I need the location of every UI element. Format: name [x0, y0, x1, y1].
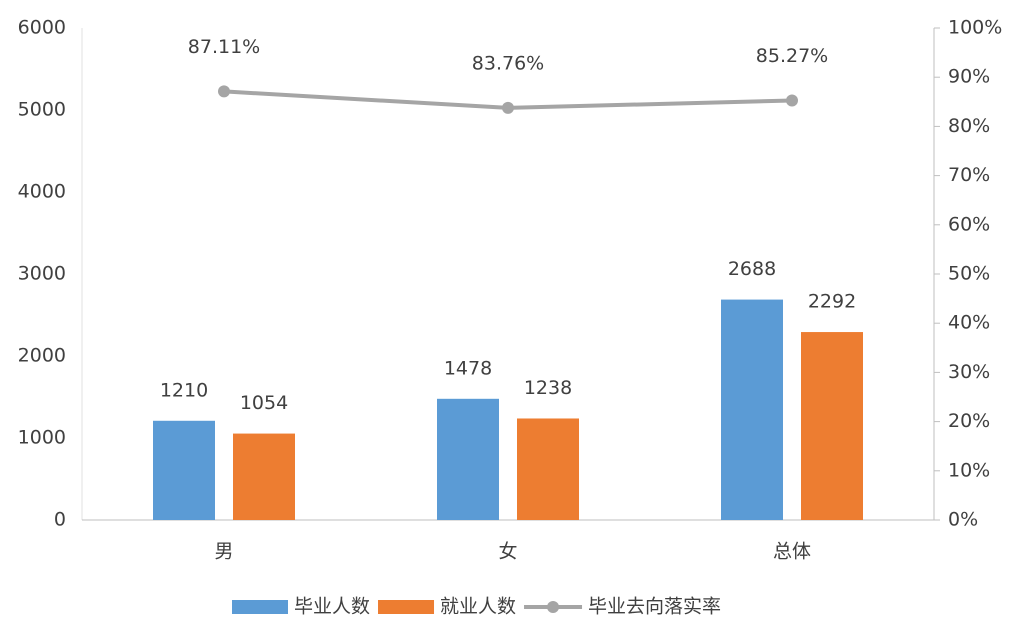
y-tick-label: 6000 [18, 17, 66, 39]
y2-tick-label: 20% [948, 410, 990, 432]
x-tick-label: 男 [214, 541, 233, 563]
y2-tick-label: 60% [948, 213, 990, 235]
legend-label: 毕业去向落实率 [588, 596, 721, 618]
y-tick-label: 4000 [18, 181, 66, 203]
y2-tick-label: 50% [948, 263, 990, 285]
bar-value-label: 1478 [444, 357, 492, 379]
bar-value-label: 2292 [808, 291, 856, 313]
y-tick-label: 5000 [18, 99, 66, 121]
bar [801, 332, 863, 520]
bar [153, 420, 215, 520]
line-value-label: 85.27% [756, 45, 828, 67]
y2-tick-label: 30% [948, 361, 990, 383]
x-tick-label: 女 [498, 541, 517, 563]
bar-value-label: 1238 [524, 377, 572, 399]
legend-label: 毕业人数 [294, 596, 370, 618]
legend-label: 就业人数 [440, 596, 516, 618]
line-marker [502, 101, 514, 114]
y2-tick-label: 40% [948, 312, 990, 334]
y2-tick-label: 70% [948, 164, 990, 186]
legend-swatch [232, 600, 288, 614]
x-tick-label: 总体 [773, 541, 811, 563]
bar-value-label: 2688 [728, 258, 776, 280]
bar [517, 418, 579, 520]
y2-tick-label: 80% [948, 115, 990, 137]
y2-tick-label: 90% [948, 66, 990, 88]
y-tick-label: 3000 [18, 263, 66, 285]
y-tick-label: 1000 [18, 427, 66, 449]
bar-value-label: 1210 [160, 379, 208, 401]
bar [437, 398, 499, 520]
bar [233, 433, 295, 520]
line-marker [218, 85, 230, 98]
y2-tick-label: 10% [948, 459, 990, 481]
bar [721, 299, 783, 520]
legend-swatch [547, 601, 560, 613]
legend-swatch [378, 600, 435, 614]
y2-tick-label: 0% [948, 509, 978, 531]
y-tick-label: 0 [54, 509, 66, 531]
line-value-label: 87.11% [188, 36, 260, 58]
y-tick-label: 2000 [18, 345, 66, 367]
bar-value-label: 1054 [240, 392, 288, 414]
line-marker [786, 94, 798, 107]
line-value-label: 83.76% [472, 52, 544, 74]
y2-tick-label: 100% [948, 17, 1002, 39]
